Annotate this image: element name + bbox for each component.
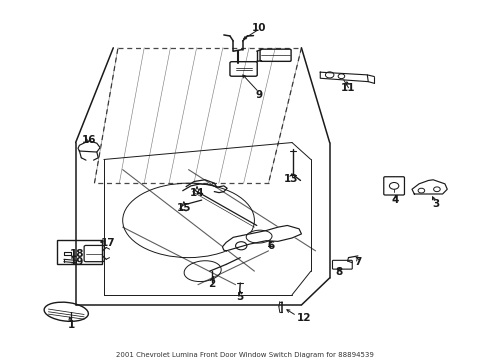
Text: 9: 9	[256, 90, 263, 99]
Polygon shape	[320, 72, 368, 82]
Text: 11: 11	[341, 84, 356, 93]
Text: 7: 7	[354, 257, 362, 267]
Text: 10: 10	[252, 23, 267, 32]
Text: 14: 14	[190, 188, 204, 198]
Text: 16: 16	[81, 135, 96, 145]
Text: 5: 5	[237, 292, 244, 302]
Text: 8: 8	[336, 267, 343, 277]
Text: 2: 2	[208, 279, 216, 289]
Text: 2001 Chevrolet Lumina Front Door Window Switch Diagram for 88894539: 2001 Chevrolet Lumina Front Door Window …	[116, 352, 374, 358]
Text: 19: 19	[70, 257, 84, 267]
Polygon shape	[78, 141, 100, 152]
Text: 6: 6	[267, 241, 274, 251]
Text: 13: 13	[284, 174, 298, 184]
Text: 3: 3	[432, 199, 439, 209]
Polygon shape	[412, 180, 447, 194]
Text: 1: 1	[67, 320, 74, 330]
Text: 4: 4	[392, 195, 399, 205]
Text: 17: 17	[100, 238, 115, 248]
Text: 12: 12	[297, 313, 311, 323]
Polygon shape	[222, 225, 301, 251]
Text: 15: 15	[176, 203, 191, 212]
Text: 18: 18	[70, 249, 84, 259]
